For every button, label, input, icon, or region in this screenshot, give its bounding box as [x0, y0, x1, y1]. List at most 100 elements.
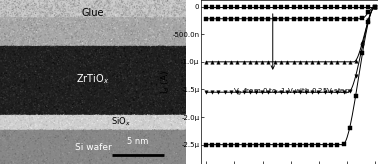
- Point: [172, 100, 178, 102]
- Point: [160, 57, 166, 60]
- Point: [122, 26, 128, 28]
- Point: [5, 122, 11, 125]
- Point: [57, 63, 63, 66]
- Point: [100, 99, 106, 102]
- Point: [153, 73, 159, 76]
- Point: [174, 144, 180, 147]
- Point: [101, 40, 107, 42]
- Point: [159, 94, 165, 97]
- Point: [93, 55, 99, 58]
- Point: [8, 44, 14, 46]
- Point: [163, 16, 169, 18]
- Point: [17, 92, 23, 95]
- Point: [65, 37, 71, 40]
- Point: [138, 25, 144, 28]
- Point: [65, 103, 71, 106]
- Point: [20, 37, 26, 40]
- Point: [92, 47, 98, 49]
- Point: [163, 29, 169, 31]
- Point: [57, 148, 64, 151]
- Point: [17, 71, 23, 74]
- Point: [51, 123, 57, 126]
- Point: [0, 156, 5, 159]
- Point: [168, 28, 174, 30]
- Point: [173, 24, 179, 26]
- Point: [160, 26, 166, 28]
- Point: [141, 29, 147, 32]
- Point: [138, 9, 144, 12]
- Point: [0, 137, 3, 140]
- Point: [139, 62, 145, 65]
- Point: [47, 117, 53, 120]
- Point: [82, 38, 88, 41]
- Point: [113, 74, 119, 77]
- Point: [180, 22, 186, 25]
- Point: [95, 145, 101, 148]
- Point: [142, 102, 148, 105]
- Point: [26, 136, 33, 139]
- Point: [121, 51, 127, 54]
- Point: [46, 8, 52, 11]
- Point: [13, 27, 19, 30]
- Point: [112, 6, 118, 8]
- Point: [66, 46, 72, 48]
- Point: [18, 54, 24, 56]
- Point: [116, 88, 122, 91]
- Point: [114, 154, 120, 157]
- Point: [172, 6, 178, 8]
- Point: [0, 119, 5, 121]
- Point: [0, 105, 4, 108]
- Point: [102, 92, 108, 95]
- Point: [38, 102, 44, 104]
- Point: [75, 4, 81, 7]
- Point: [19, 10, 25, 13]
- Point: [77, 86, 83, 88]
- Point: [119, 16, 125, 19]
- Point: [92, 130, 98, 132]
- Point: [51, 139, 57, 141]
- Point: [59, 58, 65, 61]
- Point: [139, 152, 145, 154]
- Point: [125, 12, 131, 14]
- Point: [21, 23, 27, 25]
- Point: [109, 112, 115, 114]
- Point: [7, 72, 13, 74]
- Point: [55, 6, 61, 9]
- Point: [19, 26, 25, 29]
- Point: [113, 32, 119, 34]
- Point: [124, 1, 130, 4]
- Point: [12, 55, 18, 58]
- Point: [102, 94, 108, 96]
- Point: [161, 125, 167, 127]
- Point: [45, 103, 51, 106]
- Point: [56, 100, 62, 102]
- Point: [108, 7, 114, 10]
- Point: [78, 27, 84, 30]
- Point: [176, 74, 182, 77]
- Point: [123, 26, 129, 29]
- Point: [0, 95, 6, 98]
- Point: [80, 40, 86, 43]
- Point: [83, 137, 89, 139]
- Point: [161, 115, 167, 118]
- Point: [86, 71, 92, 73]
- Point: [164, 117, 170, 120]
- Point: [114, 21, 120, 23]
- Point: [108, 14, 114, 17]
- Point: [54, 72, 60, 74]
- Point: [97, 46, 103, 48]
- Point: [73, 140, 79, 143]
- Point: [11, 134, 17, 137]
- Point: [13, 88, 19, 91]
- Point: [77, 101, 83, 104]
- Point: [153, 84, 160, 86]
- Point: [4, 99, 10, 102]
- Point: [79, 11, 85, 14]
- Point: [161, 93, 167, 96]
- Point: [170, 117, 177, 119]
- Point: [46, 152, 52, 155]
- Point: [71, 121, 77, 124]
- Point: [75, 101, 81, 103]
- Point: [110, 87, 116, 90]
- Point: [14, 101, 20, 103]
